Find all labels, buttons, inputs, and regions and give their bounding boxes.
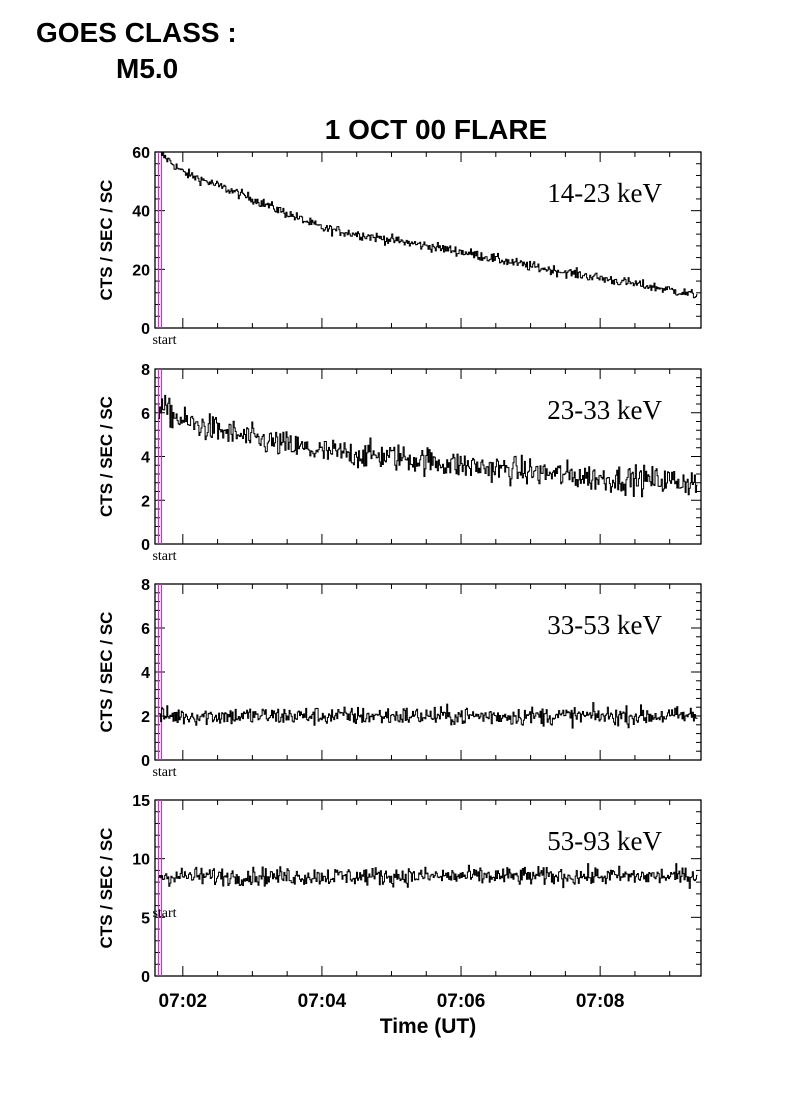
energy-band-label: 23-33 keV: [547, 395, 662, 425]
goes-class-value: M5.0: [116, 53, 179, 84]
start-label: start: [152, 549, 176, 564]
y-tick-label: 20: [132, 262, 150, 279]
count-rate-series: [158, 863, 698, 889]
panel-frame: [154, 799, 702, 977]
y-axis-label: CTS / SEC / SC: [97, 180, 116, 301]
y-tick-label: 0: [141, 753, 150, 770]
x-axis-label: Time (UT): [380, 1015, 476, 1038]
x-tick-labels: 07:02 07:04 07:06 07:08: [159, 991, 625, 1012]
y-tick-label: 60: [132, 145, 150, 162]
start-label: start: [152, 333, 176, 348]
y-tick-label: 5: [141, 910, 150, 927]
y-tick-label: 6: [141, 621, 150, 638]
start-label: start: [152, 906, 176, 921]
y-tick-label: 4: [141, 665, 150, 682]
goes-class-label: GOES CLASS :: [36, 17, 237, 48]
y-tick-label: 0: [141, 321, 150, 338]
panel-2: 0 2 4 6 8 CTS / SEC / SC 23-33 keV start: [97, 362, 702, 564]
y-axis-label: CTS / SEC / SC: [97, 828, 116, 949]
chart-title: 1 OCT 00 FLARE: [325, 114, 547, 145]
energy-band-label: 33-53 keV: [547, 610, 662, 640]
y-tick-label: 6: [141, 406, 150, 423]
count-rate-series: [158, 394, 698, 498]
count-rate-series: [158, 702, 698, 729]
y-tick-label: 8: [141, 362, 150, 379]
y-tick-label: 0: [141, 537, 150, 554]
panel-4: 0 5 10 15 CTS / SEC / SC 53-93 keV start: [97, 793, 702, 986]
x-tick-label: 07:06: [437, 991, 486, 1012]
y-tick-label: 8: [141, 577, 150, 594]
x-tick-label: 07:08: [576, 991, 625, 1012]
energy-band-label: 53-93 keV: [547, 826, 662, 856]
y-tick-label: 2: [141, 709, 150, 726]
start-label: start: [152, 765, 176, 780]
energy-band-label: 14-23 keV: [547, 178, 662, 208]
panel-3: 0 2 4 6 8 CTS / SEC / SC 33-53 keV start: [97, 577, 702, 780]
count-rate-series: [158, 151, 698, 299]
y-tick-label: 15: [132, 793, 150, 810]
y-tick-label: 40: [132, 204, 150, 221]
y-axis-label: CTS / SEC / SC: [97, 396, 116, 517]
panel-frame: [154, 151, 702, 329]
x-tick-label: 07:02: [159, 991, 208, 1012]
y-tick-label: 2: [141, 493, 150, 510]
y-tick-label: 0: [141, 969, 150, 986]
y-tick-label: 10: [132, 852, 150, 869]
x-tick-label: 07:04: [298, 991, 347, 1012]
panel-1: 0 20 40 60 CTS / SEC / SC 14-23 keV start: [97, 145, 702, 348]
y-axis-label: CTS / SEC / SC: [97, 612, 116, 733]
y-tick-label: 4: [141, 450, 150, 467]
